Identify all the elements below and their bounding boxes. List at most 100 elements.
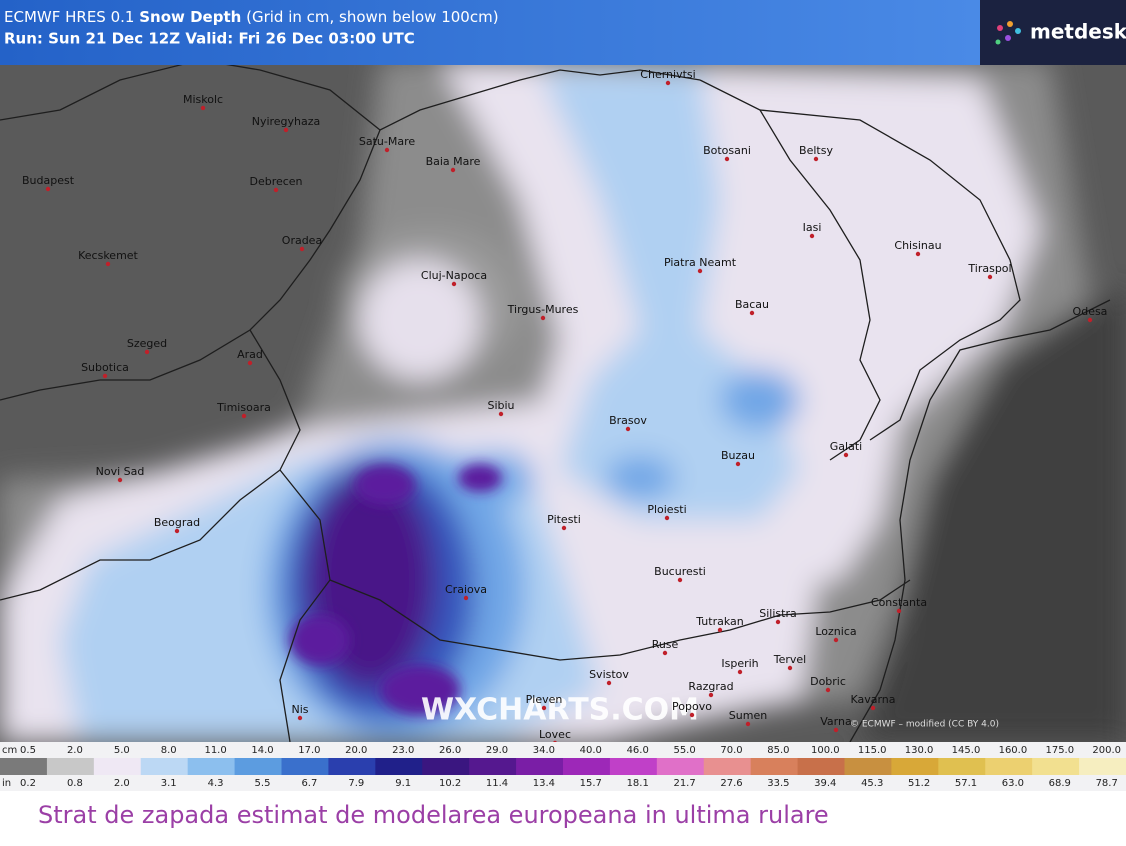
legend-in-label: 5.5 [255, 778, 271, 789]
watermark: WXCHARTS.COM [421, 693, 699, 728]
city-dot [677, 577, 683, 583]
city-label: Iasi [803, 221, 822, 234]
legend-cm-label: 130.0 [905, 745, 934, 756]
legend-swatch [93, 758, 142, 775]
city-label: Chernivtsi [640, 68, 695, 81]
legend-swatch [375, 758, 423, 775]
legend-swatch [187, 758, 236, 775]
snow-peak [380, 665, 460, 715]
legend-swatch [281, 758, 329, 775]
city-label: Dobric [810, 675, 846, 688]
model: ECMWF HRES 0.1 [4, 8, 134, 26]
city-dot [870, 705, 876, 711]
city-dot [105, 261, 111, 267]
city-dot [664, 515, 670, 521]
city-dot [102, 373, 108, 379]
city-dot [843, 452, 849, 458]
city-dot [247, 360, 253, 366]
legend-swatch [1032, 758, 1080, 775]
border [0, 329, 301, 601]
header-run: Run: Sun 21 Dec 12Z Valid: Fri 26 Dec 03… [4, 30, 415, 48]
city-dot [749, 310, 755, 316]
legend-in-label: 21.7 [673, 778, 695, 789]
city-label: Constanta [871, 596, 927, 609]
logo-dot [1007, 21, 1013, 27]
city-dot [283, 127, 289, 133]
city-label: Tiraspol [967, 262, 1011, 275]
field-layers [0, 60, 1126, 742]
city-label: Razgrad [688, 680, 733, 693]
city-label: Beltsy [799, 144, 833, 157]
border [279, 469, 331, 742]
city-label: Chisinau [894, 239, 941, 252]
legend-cm-label: 14.0 [251, 745, 273, 756]
city-label: Nyiregyhaza [252, 115, 321, 128]
logo-box [980, 0, 1126, 65]
legend-swatch [0, 758, 48, 775]
city-label: Bacau [735, 298, 769, 311]
city-dot [717, 627, 723, 633]
legend-swatch [140, 758, 189, 775]
city-dot [241, 413, 247, 419]
city-dot [833, 637, 839, 643]
legend-cm-label: 115.0 [858, 745, 887, 756]
legend-cm-label: 11.0 [204, 745, 226, 756]
legend-cm-label: 46.0 [627, 745, 649, 756]
city-dot [708, 692, 714, 698]
legend-cm-label: 40.0 [580, 745, 602, 756]
city-dot [541, 705, 547, 711]
legend-cm-label: 175.0 [1045, 745, 1074, 756]
attribution: © ECMWF – modified (CC BY 4.0) [850, 720, 999, 730]
city-label: Lovec [539, 728, 571, 741]
legend-in-label: 0.2 [20, 778, 36, 789]
city-dot [144, 349, 150, 355]
city-label: Timisoara [216, 401, 271, 414]
logo-dot [1015, 28, 1021, 34]
city-label: Arad [237, 348, 263, 361]
snow-area [860, 290, 1126, 742]
logo-dot [997, 25, 1003, 31]
legend-cm-label: 100.0 [811, 745, 840, 756]
legend-in-label: 51.2 [908, 778, 930, 789]
city-dot [809, 233, 815, 239]
snow-peak [290, 615, 350, 665]
city-dot [1087, 317, 1093, 323]
city-dot [561, 525, 567, 531]
city-label: Kavarna [850, 693, 895, 706]
legend-cm-label: 160.0 [999, 745, 1028, 756]
snow-peak [355, 465, 415, 505]
city-label: Nis [291, 703, 308, 716]
city-label: Silistra [759, 607, 796, 620]
legend-swatch [46, 758, 95, 775]
city-label: Odesa [1073, 305, 1108, 318]
city-dot [463, 595, 469, 601]
city-dot [915, 251, 921, 257]
city-dot [833, 727, 839, 733]
legend-in-row [0, 775, 1126, 791]
legend-in-label: 13.4 [533, 778, 555, 789]
city-label: Baia Mare [426, 155, 481, 168]
legend-in-label: 7.9 [348, 778, 364, 789]
city-label: Isperih [721, 657, 758, 670]
city-dot [450, 167, 456, 173]
city-label: Budapest [22, 174, 75, 187]
legend-swatch [985, 758, 1033, 775]
product: Snow Depth [139, 8, 241, 26]
city-label: Satu-Mare [359, 135, 415, 148]
legend-in-label: 57.1 [955, 778, 977, 789]
legend-swatch [891, 758, 939, 775]
city-dot [540, 315, 546, 321]
snow-field [0, 0, 1126, 742]
legend-swatch [938, 758, 986, 775]
border [699, 79, 881, 461]
city-label: Beograd [154, 516, 200, 529]
legend-unit: cm [2, 745, 17, 756]
city-dot [787, 665, 793, 671]
legend-swatch [703, 758, 752, 775]
city-label: Tervel [773, 653, 806, 666]
city-label: Brasov [609, 414, 647, 427]
city-label: Debrecen [249, 175, 302, 188]
city-dot [987, 274, 993, 280]
legend-in-label: 68.9 [1049, 778, 1071, 789]
